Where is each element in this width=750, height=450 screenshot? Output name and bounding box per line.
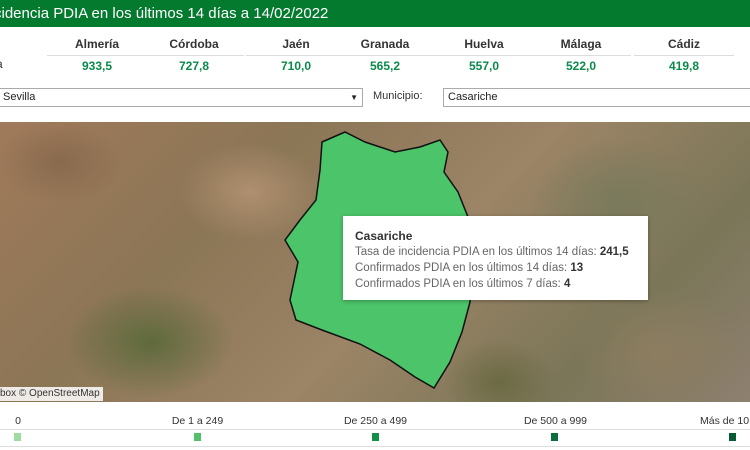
legend-swatch: [372, 433, 379, 441]
province-cordoba: Córdoba 727,8: [144, 37, 244, 73]
legend-swatch: [729, 433, 736, 441]
province-name: Málaga: [560, 37, 602, 51]
province-value: 933,5: [47, 55, 147, 73]
map-tooltip: Casariche Tasa de incidencia PDIA en los…: [343, 216, 648, 300]
tooltip-value: 241,5: [599, 246, 629, 258]
tooltip-label: Confirmados PDIA en los últimos 7 días:: [355, 278, 565, 290]
province-name: Huelva: [464, 37, 504, 51]
tooltip-row: Confirmados PDIA en los últimos 7 días: …: [355, 276, 636, 292]
map-attribution[interactable]: box © OpenStreetMap: [0, 387, 103, 401]
row-label: a: [0, 57, 3, 71]
legend-divider: [0, 429, 750, 430]
province-name: Granada: [360, 37, 410, 51]
legend-swatch: [551, 433, 558, 441]
province-malaga: Málaga 522,0: [531, 37, 631, 73]
legend-swatch: [14, 433, 21, 441]
tooltip-label: Confirmados PDIA en los últimos 14 días:: [355, 262, 571, 274]
province-name: Córdoba: [169, 37, 219, 51]
municipio-label: Municipio:: [373, 90, 423, 102]
province-value: 419,8: [634, 55, 734, 73]
province-name: Cádiz: [667, 37, 700, 51]
tooltip-row: Tasa de incidencia PDIA en los últimos 1…: [355, 244, 636, 260]
legend-label: De 1 a 249: [171, 415, 224, 427]
province-select[interactable]: Sevilla ▼: [0, 88, 363, 107]
legend-swatch: [194, 433, 201, 441]
province-name: Almería: [74, 37, 120, 51]
tooltip-value: 4: [564, 278, 571, 290]
province-name: Jaén: [282, 37, 310, 51]
page-title: cidencia PDIA en los últimos 14 días a 1…: [0, 5, 329, 22]
province-value: 522,0: [531, 55, 631, 73]
legend-divider: [0, 446, 750, 447]
province-cadiz: Cádiz 419,8: [634, 37, 734, 73]
chevron-down-icon[interactable]: ▼: [350, 93, 358, 102]
legend-label: Más de 10: [700, 415, 750, 427]
tooltip-title: Casariche: [355, 229, 413, 243]
municipio-input-value: Casariche: [448, 91, 498, 103]
province-value: 565,2: [335, 55, 435, 73]
province-value: 710,0: [246, 55, 346, 73]
province-huelva: Huelva 557,0: [434, 37, 534, 73]
province-value: 727,8: [144, 55, 244, 73]
legend-label: De 250 a 499: [343, 415, 408, 427]
province-granada: Granada 565,2: [335, 37, 435, 73]
tooltip-row: Confirmados PDIA en los últimos 14 días:…: [355, 260, 636, 276]
municipio-input[interactable]: Casariche: [443, 88, 750, 107]
province-jaen: Jaén 710,0: [246, 37, 346, 73]
province-value: 557,0: [434, 55, 534, 73]
province-almeria: Almería 933,5: [47, 37, 147, 73]
legend-label: 0: [15, 415, 21, 427]
province-select-value: Sevilla: [3, 91, 36, 103]
legend-label: De 500 a 999: [523, 415, 588, 427]
tooltip-label: Tasa de incidencia PDIA en los últimos 1…: [355, 246, 600, 258]
page-title-bar: cidencia PDIA en los últimos 14 días a 1…: [0, 0, 750, 27]
tooltip-value: 13: [570, 262, 584, 274]
